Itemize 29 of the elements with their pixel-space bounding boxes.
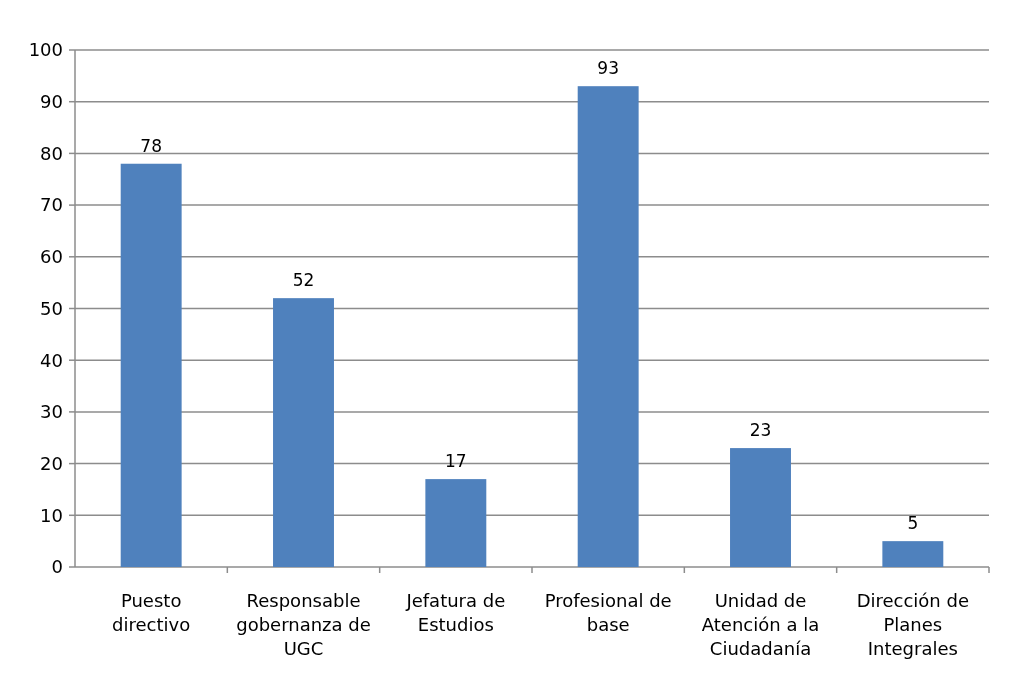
y-tick-label: 30: [40, 401, 63, 423]
y-tick-label: 50: [40, 297, 63, 319]
x-tick-label: Puesto directivo: [112, 590, 191, 635]
x-tick-label: Unidad de Atención a la Ciudadanía: [701, 590, 820, 659]
bar: [882, 541, 944, 567]
y-tick-label: 10: [40, 504, 63, 526]
data-label: 17: [445, 451, 467, 472]
bar: [425, 479, 487, 567]
x-tick-label: Jefatura de Estudios: [405, 590, 506, 635]
y-tick-label: 0: [51, 556, 63, 578]
data-label: 23: [749, 420, 772, 441]
y-tick-label: 90: [40, 91, 63, 112]
data-label: 52: [292, 270, 315, 291]
y-tick-label: 80: [40, 142, 63, 164]
y-tick-label: 70: [40, 194, 63, 216]
x-tick-label: Profesional de base: [544, 590, 672, 635]
bar: [120, 163, 182, 567]
data-label: 78: [140, 135, 162, 156]
y-tick-label: 100: [28, 39, 63, 61]
bar: [273, 298, 334, 567]
bar: [577, 86, 639, 567]
x-tick-label: Responsable gobernanza de UGC: [236, 590, 371, 659]
y-tick-label: 60: [40, 246, 63, 268]
data-label: 5: [907, 513, 919, 534]
x-tick-label: Dirección de Planes Integrales: [856, 590, 970, 659]
bar: [730, 448, 791, 567]
y-tick-label: 40: [40, 349, 63, 371]
data-label: 93: [597, 58, 619, 79]
y-tick-label: 20: [40, 452, 63, 474]
